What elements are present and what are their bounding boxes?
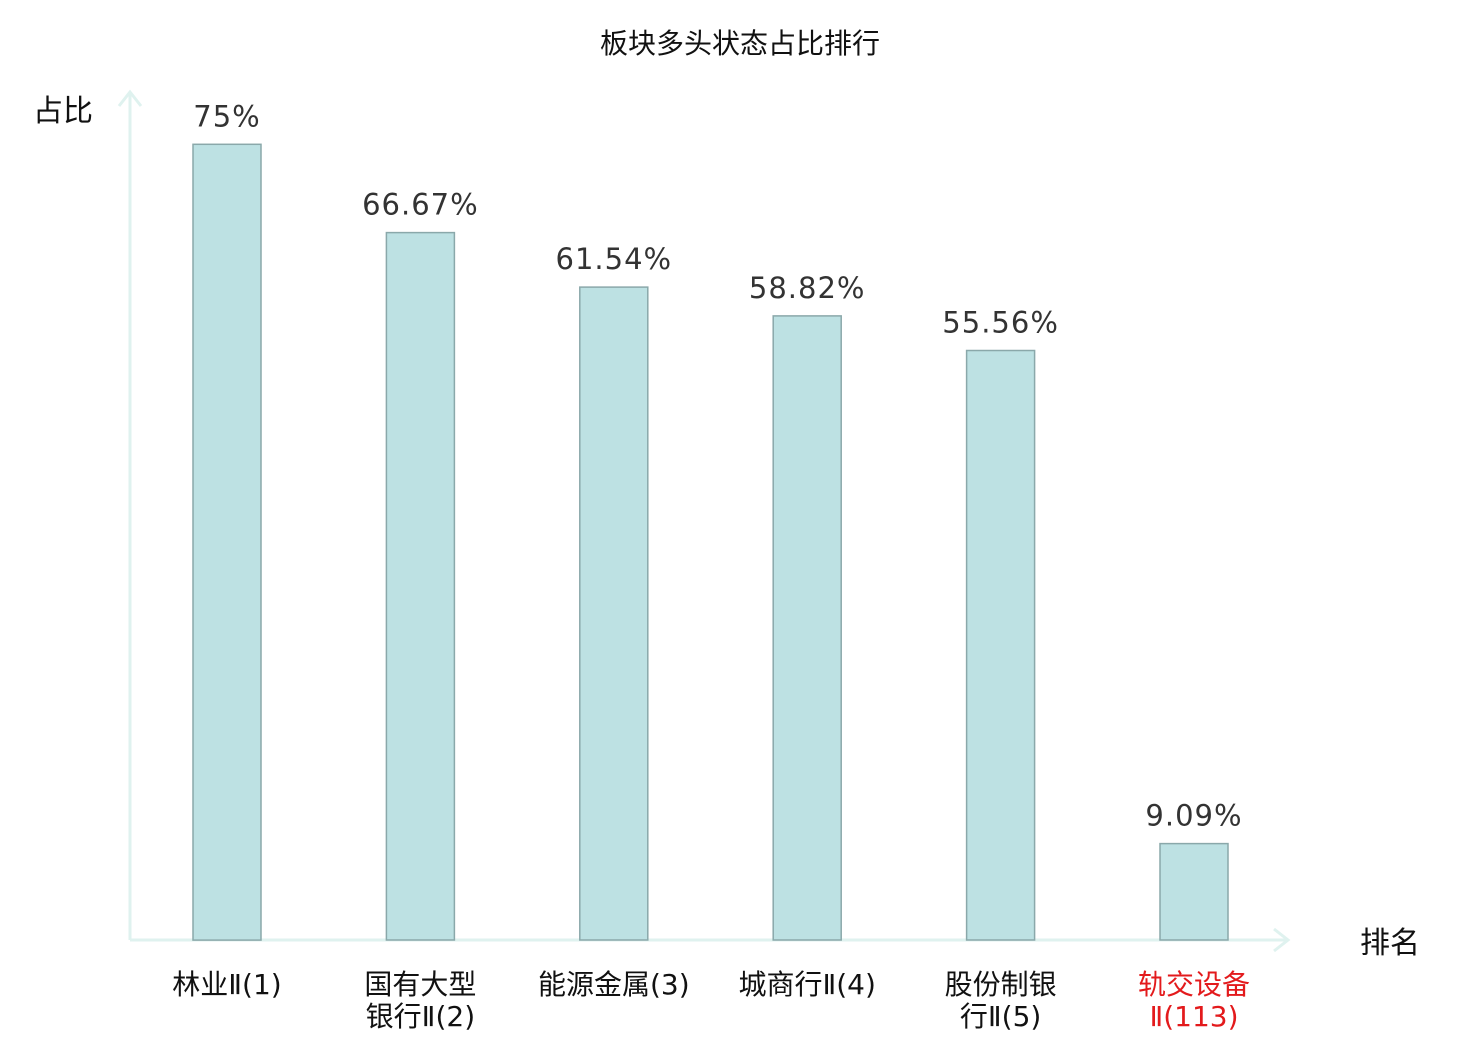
value-label: 58.82% [749,271,866,305]
category-label: 轨交设备 [1138,968,1250,1001]
category-label: 能源金属(3) [538,968,690,1001]
bar [192,143,262,941]
y-axis-label: 占比 [33,94,93,129]
bar [965,349,1036,941]
category-label: Ⅱ(113) [1149,1000,1238,1033]
value-label: 66.67% [362,188,479,222]
category-label: 银行Ⅱ(2) [366,1000,475,1033]
category-label: 林业Ⅱ(1) [172,968,281,1001]
bar [385,231,456,941]
chart-title: 板块多头状态占比排行 [600,27,880,60]
y-axis-arrow [117,89,143,107]
bar [772,315,842,941]
category-label: 行Ⅱ(5) [960,1000,1041,1033]
x-axis-label: 排名 [1360,926,1420,961]
value-label: 9.09% [1145,799,1242,833]
value-label: 55.56% [942,306,1059,340]
bar [579,286,649,941]
category-label: 城商行Ⅱ(4) [738,968,875,1001]
bar [1159,842,1229,941]
category-label: 股份制银 [945,968,1057,1001]
value-label: 75% [193,99,260,133]
bars-group [192,143,1229,941]
x-axis-arrow [1273,927,1291,953]
value-label: 61.54% [556,242,673,276]
value-labels-group: 75% 66.67% 61.54% 58.82% 55.56% 9.09% [193,99,1242,833]
category-label: 国有大型 [364,968,476,1001]
